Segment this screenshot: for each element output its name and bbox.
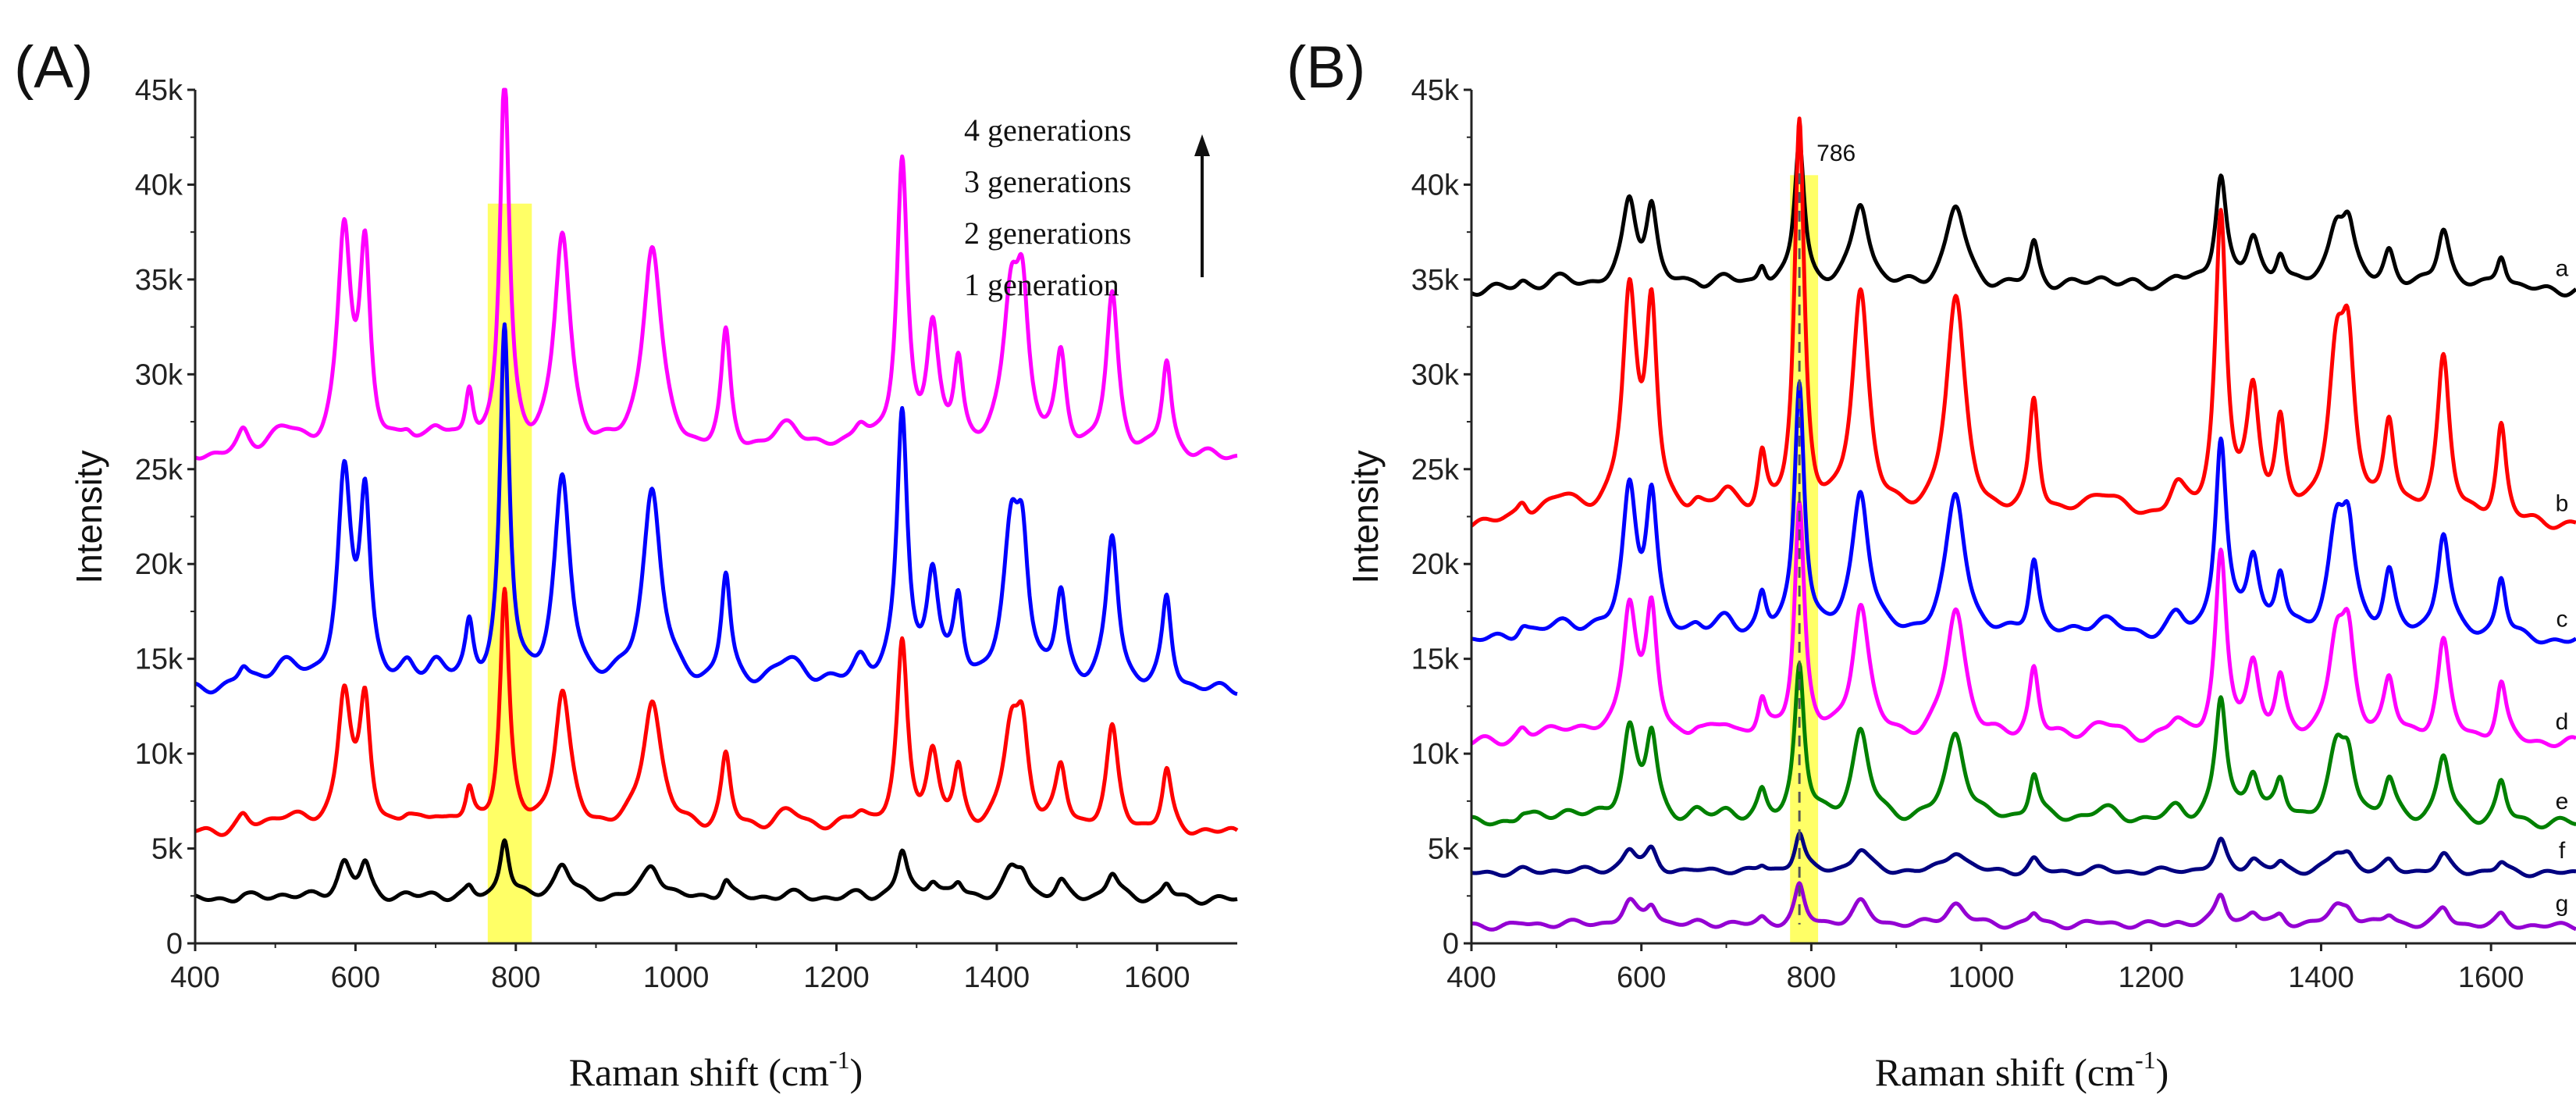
y-tick-label: 40k bbox=[1411, 169, 1460, 201]
series-line-c bbox=[1470, 380, 2576, 645]
y-tick-label: 35k bbox=[1411, 264, 1460, 297]
x-tick-label: 1600 bbox=[2458, 961, 2524, 994]
curve-label-e: e bbox=[2556, 789, 2569, 814]
series-line-1-generation bbox=[194, 838, 1239, 906]
x-tick-label: 1200 bbox=[803, 961, 870, 994]
series-line-3-generations bbox=[194, 322, 1239, 697]
x-axis-title-sup: -1 bbox=[2135, 1046, 2156, 1074]
series-line-a bbox=[1470, 138, 2576, 298]
y-tick-label: 35k bbox=[135, 264, 183, 297]
x-tick-label: 1600 bbox=[1124, 961, 1190, 994]
series-line-d bbox=[1470, 500, 2576, 748]
x-tick-label: 600 bbox=[331, 961, 380, 994]
y-tick-label: 20k bbox=[135, 548, 183, 581]
series-line-2-generations bbox=[194, 586, 1239, 837]
curve-label-d: d bbox=[2556, 709, 2569, 735]
x-axis-title-main: Raman shift (cm bbox=[569, 1050, 829, 1094]
x-tick-label: 400 bbox=[1446, 961, 1496, 994]
y-tick-label: 30k bbox=[135, 358, 183, 391]
series-line-4-generations bbox=[194, 87, 1239, 461]
y-tick-label: 25k bbox=[1411, 454, 1460, 487]
x-tick-label: 1400 bbox=[2288, 961, 2354, 994]
y-tick-label: 10k bbox=[135, 738, 183, 771]
y-tick-label: 15k bbox=[1411, 643, 1460, 676]
y-tick-label: 30k bbox=[1411, 358, 1460, 391]
series-line-e bbox=[1470, 661, 2576, 830]
y-tick-label: 15k bbox=[135, 643, 183, 676]
panel-label: (B) bbox=[1286, 34, 1365, 101]
series-line-f bbox=[1470, 831, 2576, 879]
x-tick-label: 1000 bbox=[643, 961, 710, 994]
y-tick-label: 0 bbox=[1443, 928, 1459, 961]
legend-entry: 4 generations bbox=[964, 112, 1131, 148]
series-line-b bbox=[1470, 116, 2576, 530]
x-axis-title: Raman shift (cm-1) bbox=[569, 1046, 863, 1094]
curve-label-f: f bbox=[2559, 838, 2566, 864]
x-axis-title-sup: -1 bbox=[829, 1046, 850, 1074]
legend-entry: 3 generations bbox=[964, 164, 1131, 199]
x-tick-label: 1000 bbox=[1948, 961, 2015, 994]
panel-label: (A) bbox=[14, 34, 93, 101]
y-tick-label: 45k bbox=[1411, 74, 1460, 107]
x-tick-label: 800 bbox=[491, 961, 540, 994]
y-axis-title: Intensity bbox=[69, 450, 109, 583]
x-axis-title-main: Raman shift (cm bbox=[1875, 1050, 2135, 1094]
curve-label-b: b bbox=[2556, 490, 2569, 516]
x-axis-title: Raman shift (cm-1) bbox=[1875, 1046, 2169, 1094]
y-tick-label: 25k bbox=[135, 454, 183, 487]
y-tick-label: 0 bbox=[166, 928, 183, 961]
curve-label-c: c bbox=[2556, 607, 2568, 633]
legend-arrow-head bbox=[1194, 134, 1210, 156]
peak-annotation-label: 786 bbox=[1816, 141, 1856, 166]
x-axis-title-end: ) bbox=[850, 1050, 863, 1094]
y-tick-label: 10k bbox=[1411, 738, 1460, 771]
legend-entry: 2 generations bbox=[964, 216, 1131, 251]
y-tick-label: 5k bbox=[151, 833, 183, 866]
x-tick-label: 600 bbox=[1617, 961, 1666, 994]
panel-b-chart: a b c d ef g 0 5k 10k 15k 20k 25k 30k 35k 40k 45k 400 600… bbox=[1286, 34, 2576, 1094]
x-axis-title-end: ) bbox=[2156, 1050, 2169, 1094]
x-tick-label: 800 bbox=[1787, 961, 1836, 994]
x-tick-label: 1400 bbox=[964, 961, 1030, 994]
curve-label-a: a bbox=[2556, 255, 2569, 281]
series-line-g bbox=[1470, 881, 2576, 932]
y-tick-label: 20k bbox=[1411, 548, 1460, 581]
y-axis-title: Intensity bbox=[1345, 450, 1386, 583]
legend-entry: 1 generation bbox=[964, 267, 1119, 302]
y-tick-label: 45k bbox=[135, 74, 183, 107]
x-tick-label: 400 bbox=[170, 961, 219, 994]
x-tick-label: 1200 bbox=[2118, 961, 2184, 994]
y-tick-label: 5k bbox=[1428, 833, 1460, 866]
panel-a-chart: 0 5k 10k 15k 20k 25k 30k 35k 40k 45k 400 600 800 1000… bbox=[14, 34, 1239, 1094]
y-tick-label: 40k bbox=[135, 169, 183, 201]
curve-label-g: g bbox=[2556, 891, 2569, 917]
